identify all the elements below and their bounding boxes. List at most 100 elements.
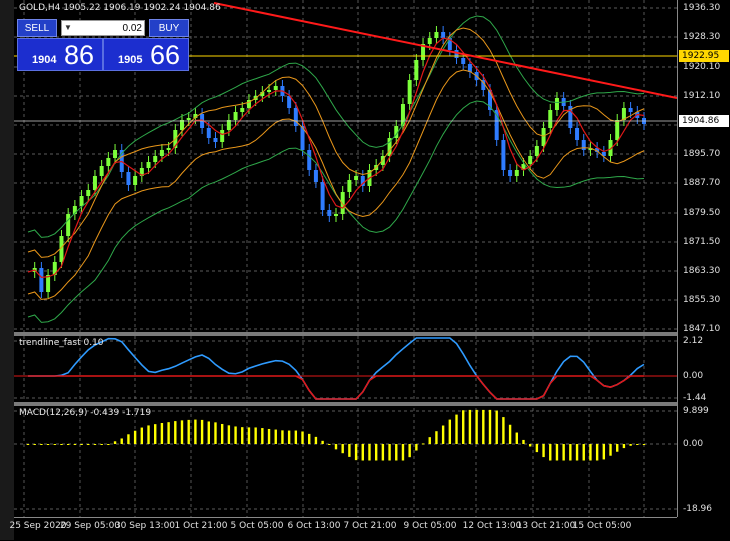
buy-button[interactable]: BUY xyxy=(149,19,189,37)
macd-histogram-bar xyxy=(73,444,77,445)
envelope-upper xyxy=(27,27,645,258)
buy-price-pips: 66 xyxy=(150,40,181,70)
candle-body xyxy=(427,38,432,44)
time-label: 5 Oct 05:00 xyxy=(230,521,284,531)
candle-body xyxy=(313,170,318,182)
candle-body xyxy=(273,86,278,90)
price-tick: 1895.70 xyxy=(683,149,721,159)
candle-body xyxy=(159,150,164,156)
bollinger-upper xyxy=(27,15,645,238)
sell-price-pips: 86 xyxy=(64,40,95,70)
macd-histogram-bar xyxy=(542,444,545,458)
panel-separator-2[interactable] xyxy=(14,402,730,406)
macd-histogram-bar xyxy=(328,444,331,445)
indicator1-title: trendline_fast 0.10 xyxy=(19,338,104,348)
macd-histogram-bar xyxy=(241,427,244,444)
macd-histogram-bar xyxy=(428,437,431,444)
candle-body xyxy=(521,164,526,170)
candle-body xyxy=(514,170,519,176)
lot-size-field[interactable]: ▼ xyxy=(61,20,145,36)
current-price-tag: 1904.86 xyxy=(679,115,729,127)
candle-body xyxy=(581,140,586,150)
lot-size-input[interactable] xyxy=(76,21,142,35)
candle-body xyxy=(360,176,365,186)
panel-separator-1[interactable] xyxy=(14,332,730,336)
macd-histogram-bar xyxy=(46,444,50,445)
indicator2-tick: -18.96 xyxy=(683,504,713,514)
macd-histogram-bar xyxy=(147,425,150,444)
candle-body xyxy=(628,108,633,112)
candle-body xyxy=(347,180,352,192)
candle-body xyxy=(133,176,138,185)
macd-histogram-bar xyxy=(220,423,224,444)
time-label: 6 Oct 13:00 xyxy=(287,521,341,531)
macd-histogram-bar xyxy=(629,444,632,446)
macd-histogram-bar xyxy=(636,444,639,445)
candle-body xyxy=(528,156,533,164)
macd-histogram-bar xyxy=(167,422,170,444)
candle-body xyxy=(99,166,104,176)
sell-button[interactable]: SELL xyxy=(17,19,57,37)
macd-histogram-bar xyxy=(60,444,63,445)
resistance-trendline xyxy=(213,2,677,99)
candle-body xyxy=(394,126,399,138)
macd-histogram-bar xyxy=(609,444,612,456)
candle-body xyxy=(300,126,305,150)
macd-histogram-bar xyxy=(254,427,257,444)
macd-histogram-bar xyxy=(33,444,36,445)
candle-body xyxy=(113,150,118,158)
buy-quote-button[interactable]: 1905 66 xyxy=(103,38,189,71)
macd-histogram-bar xyxy=(308,433,311,444)
sell-quote-button[interactable]: 1904 86 xyxy=(17,38,103,71)
macd-histogram-bar xyxy=(361,444,364,461)
macd-histogram-bar xyxy=(515,432,518,444)
macd-histogram-bar xyxy=(26,444,30,445)
candle-body xyxy=(434,32,439,38)
macd-histogram-bar xyxy=(294,430,298,444)
macd-histogram-bar xyxy=(508,424,512,444)
candle-body xyxy=(59,236,64,262)
candle-body xyxy=(387,138,392,156)
time-label: 30 Sep 13:00 xyxy=(114,521,176,531)
candle-body xyxy=(246,100,251,108)
macd-histogram-bar xyxy=(462,410,465,444)
time-axis[interactable]: 25 Sep 2020 29 Sep 05:00 30 Sep 13:00 1 … xyxy=(9,517,677,541)
time-label: 13 Oct 21:00 xyxy=(516,521,576,531)
macd-histogram-bar xyxy=(200,419,204,444)
price-tick: 1863.30 xyxy=(683,266,721,276)
candle-body xyxy=(287,96,292,108)
candle-body xyxy=(180,120,184,130)
macd-histogram-bar xyxy=(207,421,210,444)
candle-body xyxy=(193,114,198,118)
time-label: 15 Oct 05:00 xyxy=(572,521,632,531)
chart-area[interactable] xyxy=(14,0,677,517)
macd-histogram-bar xyxy=(488,409,492,444)
macd-histogram-bar xyxy=(522,439,525,444)
indicator2-tick: 0.00 xyxy=(683,439,704,449)
macd-histogram-bar xyxy=(87,444,90,445)
candle-body xyxy=(233,112,238,120)
moving-average xyxy=(27,37,645,278)
macd-histogram-bar xyxy=(341,444,344,454)
macd-histogram-bar xyxy=(401,444,405,461)
macd-histogram-bar xyxy=(314,436,318,444)
candle-body xyxy=(488,90,492,110)
indicator2-title: MACD(12,26,9) -0.439 -1.719 xyxy=(19,408,152,418)
candle-body xyxy=(126,172,131,185)
macd-histogram-bar xyxy=(549,444,552,461)
level-price-tag: 1922.95 xyxy=(679,50,729,62)
candle-body xyxy=(92,176,97,190)
lot-dropdown-icon[interactable]: ▼ xyxy=(64,23,72,32)
candle-body xyxy=(575,128,580,140)
sell-price-prefix: 1904 xyxy=(32,54,57,66)
candle-body xyxy=(354,176,359,180)
macd-histogram-bar xyxy=(589,444,592,461)
price-tick: 1912.10 xyxy=(683,91,721,101)
macd-histogram-bar xyxy=(535,444,539,453)
price-axis[interactable]: 1936.30 1928.30 1920.10 1912.10 1895.70 … xyxy=(677,0,730,517)
candle-body xyxy=(494,110,499,140)
candle-body xyxy=(267,90,272,92)
macd-histogram-bar xyxy=(113,441,117,444)
chart-canvas[interactable] xyxy=(14,0,677,517)
candle-body xyxy=(153,156,158,162)
